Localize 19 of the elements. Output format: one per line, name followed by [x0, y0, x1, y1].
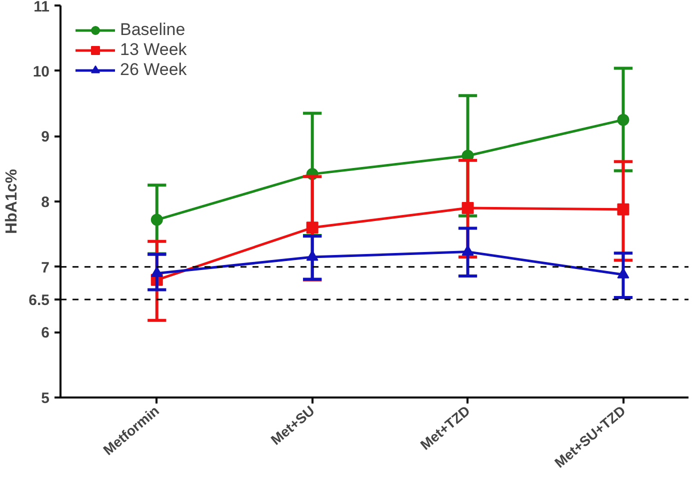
point	[462, 202, 474, 214]
y-tick-label: 6	[41, 324, 50, 342]
legend-label: 13 Week	[120, 40, 187, 60]
y-axis-title: HbA1c%	[4, 169, 21, 234]
y-tick-label: 7	[41, 259, 50, 276]
point	[306, 222, 318, 234]
legend-label: 26 Week	[120, 60, 187, 80]
y-tick-label: 5	[41, 390, 50, 407]
point	[306, 250, 318, 261]
y-tick-label: 9	[41, 128, 50, 146]
point	[150, 214, 163, 226]
y-tick-label: 6.5	[28, 292, 50, 309]
y-tick-label: 10	[32, 63, 50, 80]
point	[150, 266, 163, 278]
y-tick-label: 11	[34, 0, 50, 16]
point	[617, 203, 630, 216]
y-tick-label: 8	[41, 194, 50, 211]
point	[617, 114, 630, 126]
legend-label: Baseline	[120, 20, 186, 40]
